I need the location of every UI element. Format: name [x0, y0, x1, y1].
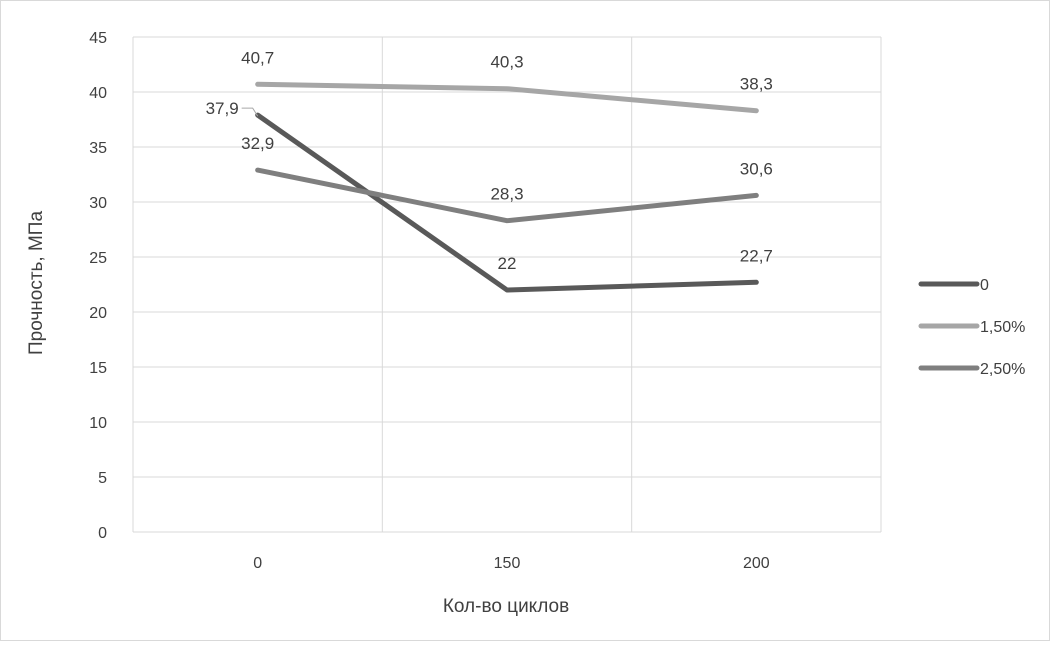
gridlines	[133, 36, 881, 533]
legend-label: 2,50%	[980, 361, 1025, 378]
data-label: 22,7	[740, 246, 773, 265]
data-label: 30,6	[740, 159, 773, 178]
y-tick-label: 20	[89, 305, 107, 322]
y-tick-label: 5	[98, 470, 107, 487]
y-tick-label: 10	[89, 415, 107, 432]
data-labels: 37,9 22 22,7 40,7 40,3 38,3 32,9 28,3 30,6	[206, 48, 773, 273]
series-line-2	[255, 167, 759, 224]
y-tick-labels: 0 5 10 15 20 25 30 35 40 45	[89, 30, 107, 542]
data-label: 37,9	[206, 99, 239, 118]
x-tick-label: 0	[253, 555, 262, 572]
legend-label: 0	[980, 277, 989, 294]
x-tick-marks	[132, 37, 882, 532]
data-label: 40,7	[241, 48, 274, 67]
y-axis-title: Прочность, МПа	[26, 211, 47, 355]
y-tick-label: 30	[89, 195, 107, 212]
y-tick-label: 40	[89, 85, 107, 102]
legend-label: 1,50%	[980, 319, 1025, 336]
y-tick-label: 35	[89, 140, 107, 157]
y-tick-label: 25	[89, 250, 107, 267]
y-tick-label: 15	[89, 360, 107, 377]
series-line-0	[255, 112, 759, 293]
data-label: 32,9	[241, 134, 274, 153]
series-line-1	[255, 81, 759, 114]
label-leader-lines	[241, 107, 259, 117]
x-axis-title: Кол-во циклов	[443, 596, 569, 617]
y-tick-label: 0	[98, 525, 107, 542]
x-tick-label: 150	[494, 555, 521, 572]
data-label: 38,3	[740, 75, 773, 94]
data-label: 22	[498, 254, 517, 273]
data-label: 28,3	[490, 185, 523, 204]
y-tick-label: 45	[89, 30, 107, 47]
series-lines	[255, 81, 759, 293]
legend: 0 1,50% 2,50%	[918, 277, 1025, 378]
data-label: 40,3	[490, 53, 523, 72]
x-tick-labels: 0 150 200	[253, 555, 770, 572]
x-tick-label: 200	[743, 555, 770, 572]
leader-line	[241, 107, 259, 117]
